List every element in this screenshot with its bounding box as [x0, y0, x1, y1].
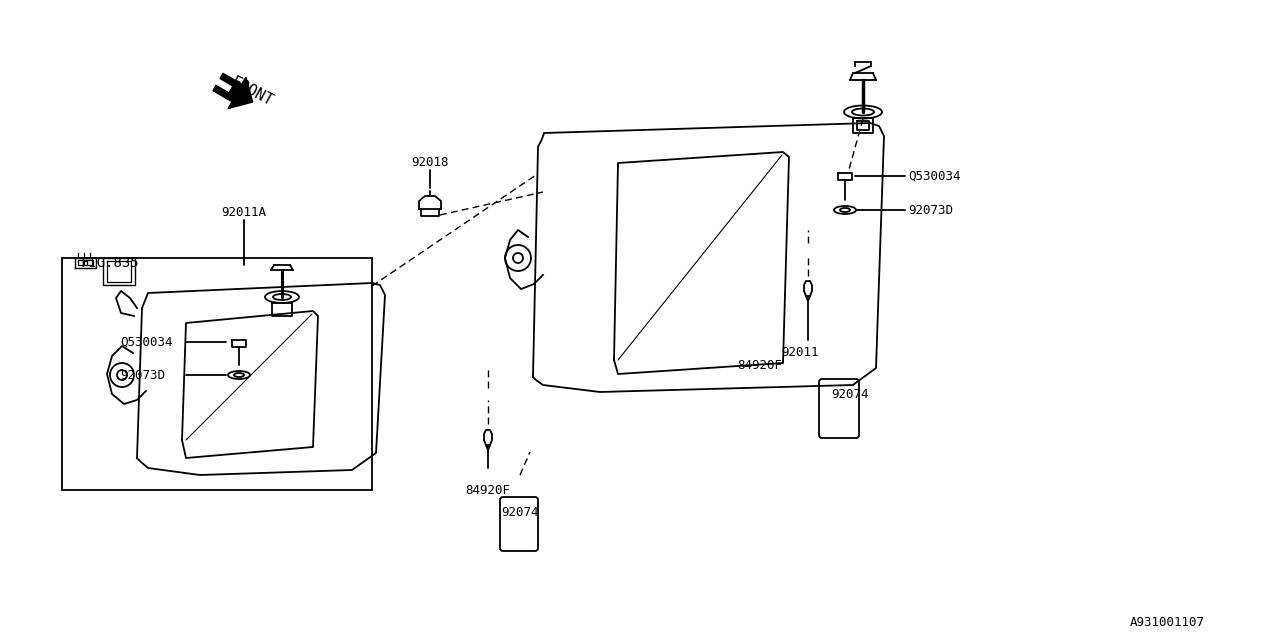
Polygon shape — [212, 74, 252, 109]
Text: 92011A: 92011A — [221, 205, 266, 218]
FancyBboxPatch shape — [819, 379, 859, 438]
Text: 92011: 92011 — [781, 346, 819, 358]
Text: 92073D: 92073D — [908, 204, 954, 216]
Text: 92073D: 92073D — [120, 369, 165, 381]
Text: 92018: 92018 — [411, 156, 449, 168]
Bar — [61, 258, 372, 490]
Text: Q530034: Q530034 — [120, 335, 173, 349]
Text: A931001107: A931001107 — [1130, 616, 1204, 628]
Text: FRONT: FRONT — [228, 75, 275, 109]
FancyBboxPatch shape — [500, 497, 538, 551]
Text: 92074: 92074 — [831, 388, 869, 401]
Text: 92074: 92074 — [502, 506, 539, 520]
Text: 84920F: 84920F — [737, 358, 782, 371]
Text: Q530034: Q530034 — [908, 170, 960, 182]
Text: 84920F: 84920F — [466, 483, 511, 497]
Text: FIG.835: FIG.835 — [81, 256, 138, 270]
